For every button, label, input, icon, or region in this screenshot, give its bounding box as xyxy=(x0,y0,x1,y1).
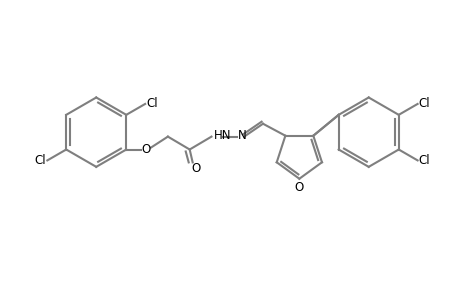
Text: HN: HN xyxy=(213,129,230,142)
Text: Cl: Cl xyxy=(418,98,429,110)
Text: O: O xyxy=(190,162,200,175)
Text: Cl: Cl xyxy=(34,154,46,167)
Text: O: O xyxy=(141,143,151,156)
Text: Cl: Cl xyxy=(418,154,429,167)
Text: O: O xyxy=(294,181,303,194)
Text: N: N xyxy=(238,129,246,142)
Text: Cl: Cl xyxy=(146,98,157,110)
